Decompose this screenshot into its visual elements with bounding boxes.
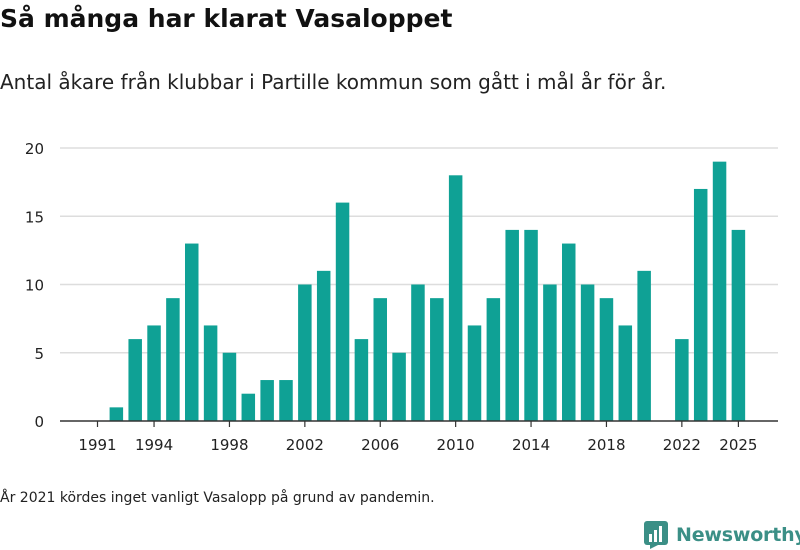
x-tick-label: 2022 — [663, 436, 701, 454]
bar-2001 — [279, 380, 293, 421]
bars — [109, 161, 746, 421]
bar-1999 — [241, 393, 256, 421]
bar-chart-logo-icon — [644, 521, 668, 549]
footnote: År 2021 kördes inget vanligt Vasalopp på… — [0, 490, 435, 506]
x-tick-label: 2014 — [512, 436, 550, 454]
chart-title: Så många har klarat Vasaloppet — [0, 4, 453, 33]
bar-2000 — [260, 380, 274, 421]
x-tick-label: 2018 — [587, 436, 625, 454]
bar-1997 — [203, 325, 218, 421]
bar-2019 — [618, 325, 633, 421]
bar-2007 — [392, 352, 406, 421]
bar-2008 — [411, 284, 425, 421]
x-tick-label: 2025 — [719, 436, 757, 454]
bar-2016 — [562, 243, 576, 421]
bar-2004 — [335, 202, 350, 421]
x-tick-label: 2010 — [437, 436, 475, 454]
x-tick-label: 2002 — [286, 436, 324, 454]
bar-2006 — [373, 298, 387, 421]
bar-2022 — [675, 339, 689, 421]
bar-2015 — [543, 284, 557, 421]
y-tick-label: 20 — [25, 140, 44, 158]
bar-2020 — [637, 270, 651, 421]
bar-2011 — [467, 325, 482, 421]
bar-1995 — [166, 298, 180, 421]
bar-2009 — [430, 298, 444, 421]
x-tick-labels: 1991 1994 1998 2002 2006 2010 2014 2018 2022 2025 — [78, 421, 757, 454]
y-tick-label: 15 — [25, 208, 44, 226]
bar-1992 — [109, 407, 124, 421]
bar-2005 — [354, 339, 369, 421]
bar-2002 — [298, 284, 312, 421]
y-tick-label: 0 — [34, 413, 44, 431]
bar-2023 — [693, 188, 708, 421]
newsworthy-logo: Newsworthy — [644, 520, 800, 550]
bar-1994 — [147, 325, 161, 421]
bar-2024 — [712, 161, 727, 421]
x-tick-label: 2006 — [361, 436, 399, 454]
chart-subtitle: Antal åkare från klubbar i Partille komm… — [0, 70, 667, 94]
y-tick-labels: 0 5 10 15 20 — [25, 140, 44, 431]
bar-2017 — [580, 284, 595, 421]
brand-name: Newsworthy — [676, 524, 800, 546]
bar-2025 — [731, 229, 746, 421]
bar-1993 — [128, 339, 142, 421]
x-tick-label: 1998 — [210, 436, 248, 454]
bar-1996 — [185, 243, 199, 421]
bar-2012 — [486, 298, 501, 421]
bar-2003 — [316, 270, 331, 421]
y-tick-label: 10 — [25, 277, 44, 295]
bar-2010 — [448, 175, 463, 421]
bar-2018 — [599, 298, 614, 421]
bar-1998 — [222, 352, 237, 421]
x-tick-label: 1994 — [135, 436, 173, 454]
x-tick-label: 1991 — [78, 436, 116, 454]
y-tick-label: 5 — [34, 345, 44, 363]
bar-2013 — [505, 229, 519, 421]
bar-2014 — [524, 229, 538, 421]
